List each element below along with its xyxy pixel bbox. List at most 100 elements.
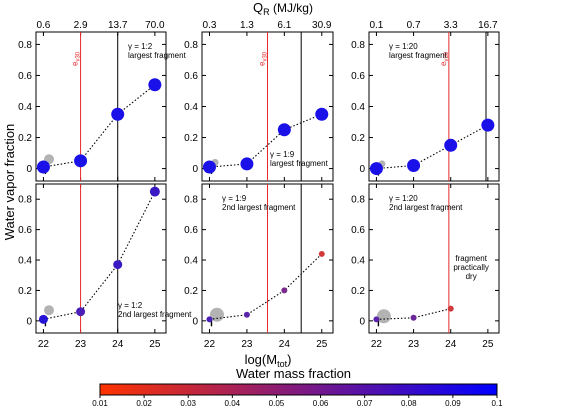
panel-0-0: 0.6 2.9 13.7 70.0 0 0.2 0.4 0.6 0.8 ev30 γ = 1:2la… (18, 20, 187, 182)
y-tick-label: 0 (26, 164, 32, 175)
colorbar-tick-label: 0.07 (357, 399, 373, 408)
x-tick-label: 24 (445, 339, 457, 350)
top-axis-label: QR (MJ/kg) (253, 0, 313, 17)
x-tick-label: 22 (38, 339, 50, 350)
fragment-label: largest fragment (389, 51, 448, 60)
y-tick-label: 0.6 (351, 225, 365, 236)
y-tick-label: 0.2 (184, 133, 198, 144)
panel-frame (368, 31, 500, 182)
y-tick-label: 0 (26, 316, 32, 327)
colorbar-title: Water mass fraction (236, 366, 351, 381)
data-point (76, 307, 86, 317)
top-tick-label: 0.7 (407, 20, 421, 31)
gamma-note: γ = 1:9 (222, 194, 247, 203)
y-tick-label: 0 (192, 164, 198, 175)
colorbar-tick-label: 0.01 (92, 399, 108, 408)
y-tick-label: 0.2 (18, 133, 32, 144)
x-axis-label-sub: tot (277, 359, 288, 369)
data-point (481, 118, 495, 132)
data-point (410, 314, 417, 321)
series-line (43, 191, 156, 320)
fragment-label: largest fragment (128, 51, 187, 60)
colorbar-tick-label: 0.02 (136, 399, 152, 408)
y-tick-label: 0 (359, 164, 365, 175)
colorbar: Water mass fraction 0.01 0.02 0.03 0.04 0.05 0… (92, 366, 503, 408)
fragment-ordinal: 2nd (389, 203, 402, 212)
data-point (318, 250, 325, 257)
x-tick-label: 23 (241, 339, 253, 350)
colorbar-tick-label: 0.04 (225, 399, 241, 408)
red-line-label-sub: v30 (76, 51, 82, 61)
y-tick-label: 0.6 (184, 71, 198, 82)
colorbar-tick-label: 0.05 (269, 399, 285, 408)
fragment-note: 2nd largest fragment (389, 203, 463, 212)
colorbar-gradient (99, 383, 498, 396)
dry-note-line: fragment (455, 254, 487, 263)
fragment-note: 2nd largest fragment (118, 310, 192, 319)
top-tick-label: 6.1 (277, 20, 291, 31)
top-tick-label: 3.3 (444, 20, 458, 31)
y-tick-label: 0 (359, 316, 365, 327)
fragment-note: 2nd largest fragment (222, 203, 296, 212)
fragment-ordinal: 2nd (118, 310, 131, 319)
y-tick-label: 0.2 (351, 286, 365, 297)
dry-note-line: practically (453, 263, 489, 272)
data-point (206, 316, 213, 323)
top-tick-label: 13.7 (108, 20, 128, 31)
y-tick-label: 0 (192, 316, 198, 327)
data-point (369, 162, 383, 176)
data-point (277, 123, 291, 137)
data-point (315, 107, 329, 121)
gamma-note: γ = 1:20 (389, 194, 418, 203)
data-point (148, 78, 162, 92)
gamma-note: γ = 1:9 (270, 150, 295, 159)
top-tick-label: 0.1 (369, 20, 383, 31)
labels-layer: QR (MJ/kg) Water vapor fraction log(Mtot) (2, 0, 313, 369)
fragment-ordinal: 2nd (222, 203, 235, 212)
dry-note-line: dry (466, 272, 477, 281)
red-line-label-main: e (439, 61, 448, 66)
fragment-label: largest fragment (134, 310, 193, 319)
y-tick-label: 0.8 (18, 195, 32, 206)
x-axis-label-main: log(M (245, 352, 278, 367)
data-point (281, 287, 288, 294)
y-tick-label: 0.4 (18, 256, 32, 267)
red-line-label-sub: v30 (263, 51, 269, 61)
y-axis-label: Water vapor fraction (2, 124, 17, 241)
series-line (209, 113, 322, 168)
top-tick-label: 2.9 (74, 20, 88, 31)
colorbar-tick-label: 0.1 (491, 399, 503, 408)
y-tick-label: 0.8 (18, 40, 32, 51)
y-tick-label: 0.4 (18, 102, 32, 113)
data-point (240, 157, 254, 171)
fragment-note: largest fragment (389, 51, 448, 60)
y-tick-label: 0.2 (351, 133, 365, 144)
panel-frame (35, 31, 167, 182)
y-tick-label: 0.4 (351, 256, 365, 267)
series-line (43, 84, 156, 168)
red-line-label: ev30 (71, 51, 82, 66)
panel-0-1: 0.3 1.3 6.1 30.9 0 0.2 0.4 0.6 0.8 ev30 γ = 1:9lar… (184, 20, 334, 182)
y-tick-label: 0.4 (184, 256, 198, 267)
top-axis-label-unit: (MJ/kg) (270, 1, 313, 15)
top-axis-label-sub: R (263, 7, 270, 17)
x-axis-label: log(Mtot) (245, 352, 292, 369)
y-tick-label: 0.2 (18, 286, 32, 297)
series-line (376, 124, 489, 170)
y-tick-label: 0.4 (351, 102, 365, 113)
data-point (113, 260, 123, 270)
red-line-label: ev30 (258, 51, 269, 66)
top-tick-label: 0.3 (203, 20, 217, 31)
panel-frame (35, 183, 167, 334)
y-tick-label: 0.6 (18, 71, 32, 82)
colorbar-tick-label: 0.09 (445, 399, 461, 408)
data-point (243, 311, 250, 318)
data-point (74, 154, 88, 168)
y-tick-label: 0.6 (18, 225, 32, 236)
top-tick-label: 30.9 (312, 20, 332, 31)
data-point (444, 138, 458, 152)
data-point (149, 186, 160, 197)
